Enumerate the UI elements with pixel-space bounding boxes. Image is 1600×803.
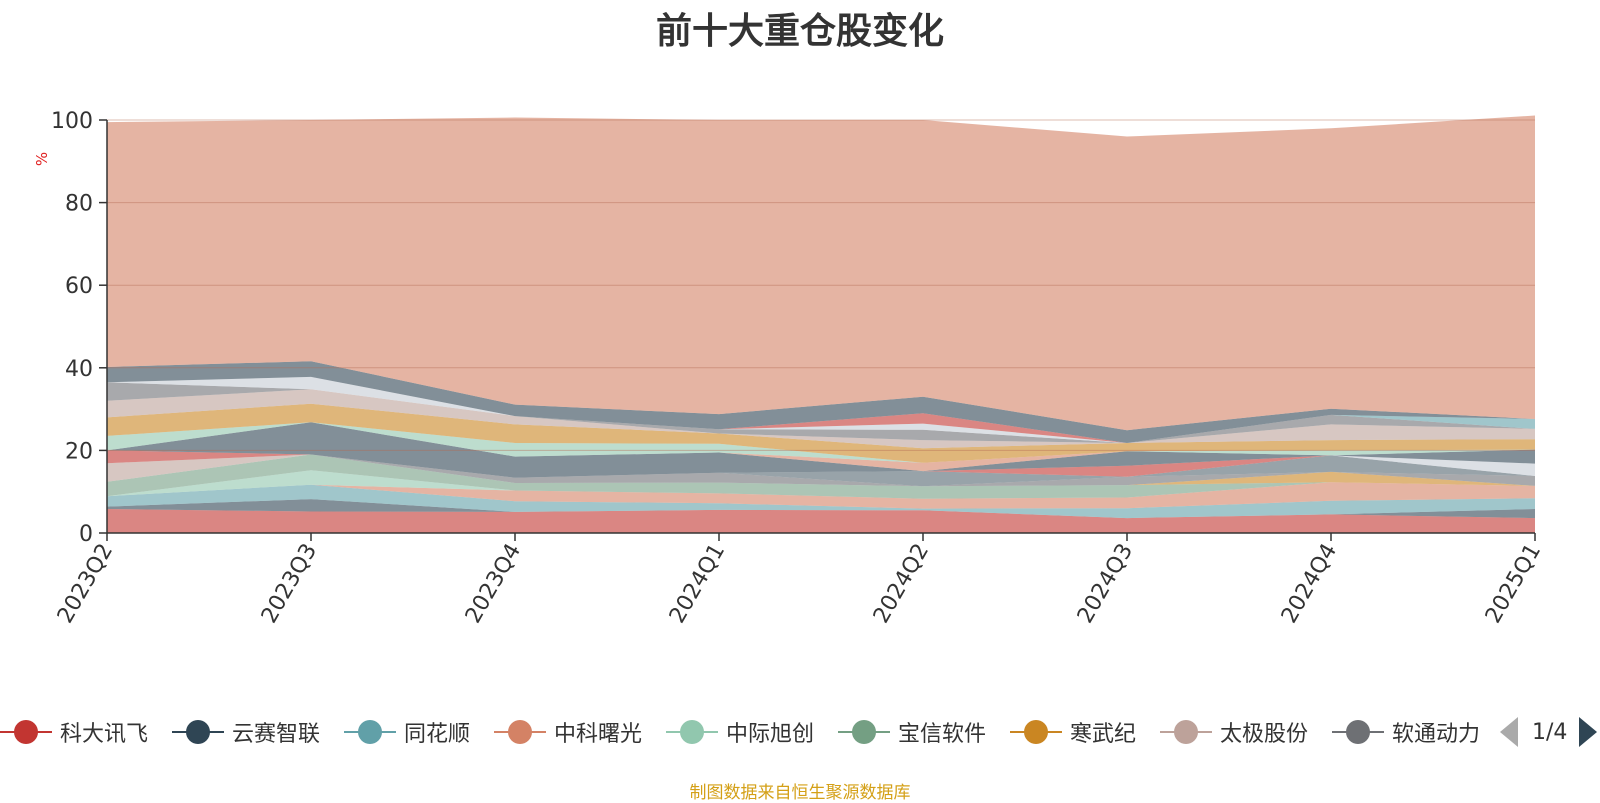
legend-item-1[interactable]: 云赛智联 — [172, 712, 320, 752]
x-tick-label-2023Q3: 2023Q3 — [257, 540, 322, 628]
area-series-2[interactable] — [107, 484, 1535, 519]
area-series-7[interactable] — [107, 454, 1535, 487]
y-tick-label-100: 100 — [51, 109, 93, 134]
legend-marker-icon — [838, 720, 890, 744]
area-series-14[interactable] — [107, 422, 1535, 472]
legend-next-arrow-icon[interactable] — [1579, 717, 1598, 747]
y-tick-label-40: 40 — [65, 357, 93, 382]
grid-lines — [107, 119, 1535, 451]
area-series-6[interactable] — [107, 454, 1535, 487]
legend-item-5[interactable]: 宝信软件 — [838, 712, 986, 752]
legend-label: 软通动力 — [1392, 722, 1481, 747]
legend-label: 中科曙光 — [554, 722, 643, 747]
legend-marker-icon — [1160, 720, 1212, 744]
area-layers — [107, 115, 1535, 533]
area-series-11[interactable] — [107, 450, 1535, 478]
legend-label: 寒武纪 — [1070, 722, 1137, 747]
x-tick-label-2023Q4: 2023Q4 — [461, 540, 526, 628]
x-tick-label-2025Q1: 2025Q1 — [1481, 540, 1546, 628]
y-tick-label-60: 60 — [65, 274, 93, 299]
x-tick-label-2024Q2: 2024Q2 — [869, 540, 934, 628]
x-tick-label-2024Q4: 2024Q4 — [1277, 540, 1342, 628]
area-series-24[interactable] — [107, 115, 1535, 431]
area-series-20[interactable] — [107, 376, 1535, 443]
area-series-0[interactable] — [107, 509, 1535, 533]
area-series-19[interactable] — [107, 382, 1535, 443]
legend-label: 科大讯飞 — [60, 722, 149, 747]
legend-label: 宝信软件 — [898, 722, 987, 747]
area-series-3[interactable] — [107, 482, 1535, 509]
area-series-9[interactable] — [107, 454, 1535, 487]
chart-title: 前十大重仓股变化 — [655, 11, 944, 52]
legend-item-2[interactable]: 同花顺 — [344, 712, 470, 752]
legend-item-8[interactable]: 软通动力 — [1332, 712, 1480, 752]
legend-marker-icon — [1010, 720, 1062, 744]
legend-prev-arrow-icon[interactable] — [1500, 717, 1518, 747]
legend-label: 同花顺 — [404, 722, 471, 747]
legend-label: 云赛智联 — [232, 722, 321, 747]
area-series-4[interactable] — [107, 470, 1535, 499]
area-series-23[interactable] — [107, 361, 1535, 443]
legend-page-indicator: 1/4 — [1532, 719, 1568, 745]
legend-label: 太极股份 — [1220, 722, 1309, 747]
legend-label: 中际旭创 — [726, 722, 815, 747]
legend-item-7[interactable]: 太极股份 — [1160, 712, 1308, 752]
legend-marker-icon — [1332, 720, 1384, 744]
y-tick-label-20: 20 — [65, 439, 93, 464]
legend-item-0[interactable]: 科大讯飞 — [0, 712, 148, 752]
legend-item-3[interactable]: 中科曙光 — [494, 712, 642, 752]
area-series-5[interactable] — [107, 454, 1535, 499]
legend-marker-icon — [344, 720, 396, 744]
area-series-15[interactable] — [107, 422, 1535, 463]
legend-marker-icon — [494, 720, 546, 744]
y-tick-label-80: 80 — [65, 192, 93, 217]
area-series-8[interactable] — [107, 454, 1535, 487]
x-tick-label-2024Q1: 2024Q1 — [665, 540, 730, 628]
area-series-17[interactable] — [107, 403, 1535, 463]
area-series-1[interactable] — [107, 499, 1535, 519]
legend: 科大讯飞 云赛智联 同花顺 中科曙光 中际旭创 宝信软件 寒武纪 太极股份 软通动力 — [0, 712, 1482, 752]
area-series-18[interactable] — [107, 389, 1535, 449]
x-tick-label-2024Q3: 2024Q3 — [1073, 540, 1138, 628]
legend-item-4[interactable]: 中际旭创 — [666, 712, 814, 752]
legend-pager: 1/4 — [1500, 716, 1598, 748]
legend-item-6[interactable]: 寒武纪 — [1010, 712, 1136, 752]
area-series-12[interactable] — [107, 422, 1535, 478]
data-source-note: 制图数据来自恒生聚源数据库 — [689, 783, 911, 803]
legend-marker-icon — [172, 720, 224, 744]
x-tick-label-2023Q2: 2023Q2 — [53, 540, 118, 628]
plot-area: 0 20 40 60 80 100 2023Q2 2023Q3 2023Q4 2024Q1 2024… — [51, 109, 1546, 628]
legend-marker-icon — [0, 720, 52, 744]
y-tick-label-0: 0 — [79, 522, 93, 547]
legend-marker-icon — [666, 720, 718, 744]
